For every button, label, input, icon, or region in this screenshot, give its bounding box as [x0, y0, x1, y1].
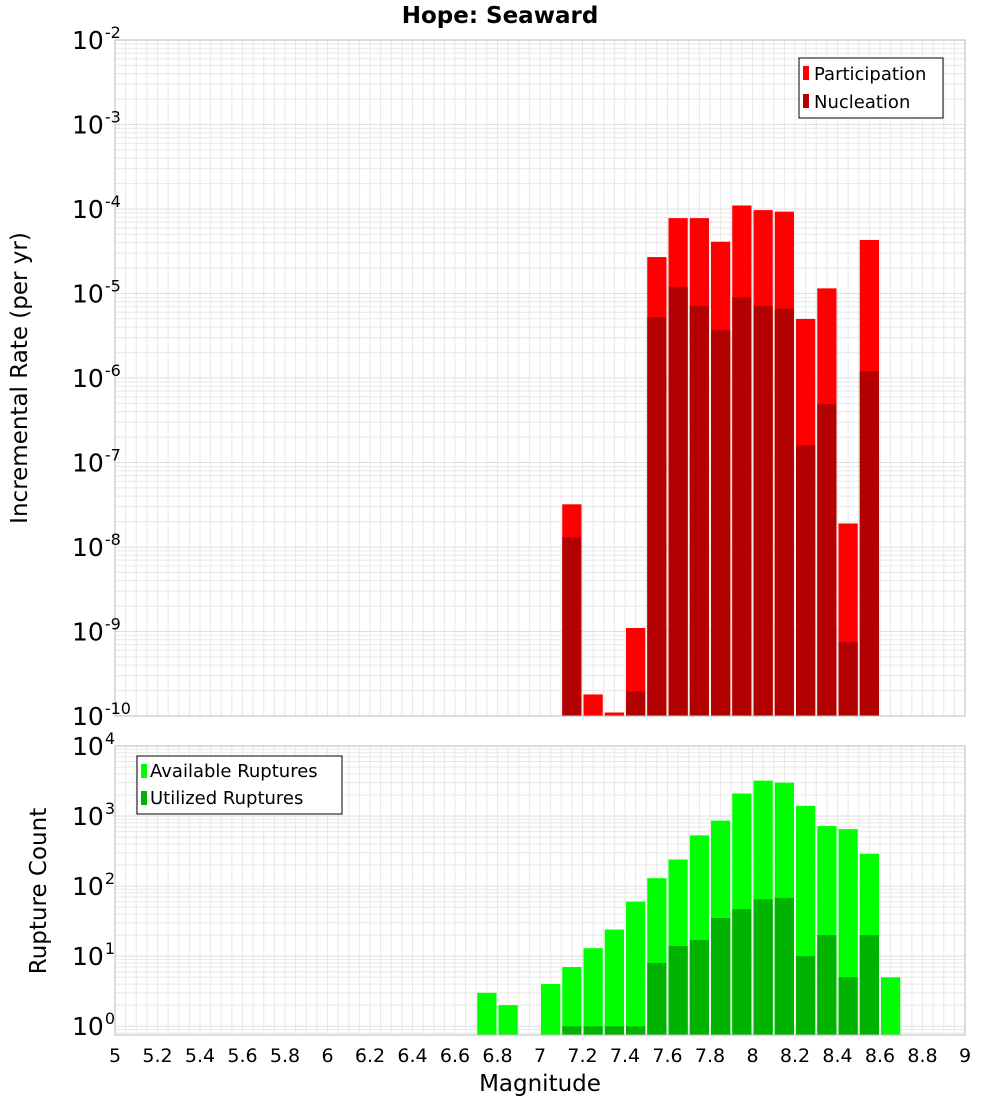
bar-nucleation	[647, 317, 667, 716]
x-tick-label: 8.4	[822, 1045, 852, 1067]
legend-label-utilized: Utilized Ruptures	[150, 788, 303, 809]
bar-nucleation	[753, 306, 773, 716]
bar-utilized-ruptures	[817, 935, 837, 1035]
y-tick-label: 10-10	[72, 699, 131, 731]
bottom-panel: 104 103 102 101 100 5 5.2 5.4 5.6 5.8 6 6.2 6.4 6.6 6…	[26, 729, 971, 1097]
legend-label-nucleation: Nucleation	[814, 92, 910, 113]
bar-utilized-ruptures	[838, 977, 858, 1035]
bar-available-ruptures	[583, 948, 603, 1035]
bar-utilized-ruptures	[647, 962, 667, 1035]
bar-nucleation	[817, 404, 837, 716]
bar-utilized-ruptures	[753, 899, 773, 1035]
bar-nucleation	[838, 642, 858, 716]
bar-nucleation	[732, 297, 752, 716]
x-axis-label: Magnitude	[479, 1071, 601, 1097]
legend-swatch-participation	[803, 66, 809, 80]
x-tick-label: 6.6	[440, 1045, 470, 1067]
x-tick-label: 7.6	[652, 1045, 682, 1067]
x-tick-label: 6.8	[482, 1045, 512, 1067]
chart-title: Hope: Seaward	[402, 3, 599, 29]
bar-available-ruptures	[498, 1005, 518, 1035]
y-tick-label: 10-2	[72, 23, 121, 55]
x-tick-label: 6	[321, 1045, 333, 1067]
x-tick-label: 6.4	[397, 1045, 427, 1067]
legend-swatch-nucleation	[803, 94, 809, 108]
y-tick-label: 10-6	[72, 361, 121, 393]
bar-available-ruptures	[541, 984, 561, 1035]
y-tick-label: 10-3	[72, 108, 121, 140]
bar-nucleation	[668, 286, 688, 716]
bottom-legend-box	[136, 755, 343, 815]
legend-swatch-available	[141, 764, 147, 778]
bottom-legend: Available Ruptures Utilized Ruptures	[136, 755, 343, 815]
x-tick-label: 7.4	[610, 1045, 640, 1067]
bottom-y-axis-label: Rupture Count	[26, 808, 52, 974]
bar-utilized-ruptures	[562, 1026, 582, 1035]
bar-nucleation	[859, 371, 879, 716]
bar-utilized-ruptures	[796, 956, 816, 1035]
x-tick-label: 5	[109, 1045, 121, 1067]
bar-available-ruptures	[477, 992, 497, 1035]
bar-utilized-ruptures	[626, 1026, 646, 1035]
x-tick-label: 9	[959, 1045, 971, 1067]
top-y-axis-label: Incremental Rate (per yr)	[7, 232, 33, 524]
bar-nucleation	[796, 445, 816, 716]
y-tick-label: 10-4	[72, 192, 121, 224]
y-tick-label: 104	[72, 729, 115, 761]
bar-nucleation	[711, 329, 731, 716]
legend-label-participation: Participation	[814, 64, 926, 85]
bar-utilized-ruptures	[732, 909, 752, 1035]
x-tick-label: 5.2	[142, 1045, 172, 1067]
x-tick-label: 8.6	[865, 1045, 895, 1067]
x-tick-label: 8.2	[780, 1045, 810, 1067]
y-tick-label: 101	[72, 939, 115, 971]
top-plot-frame	[114, 39, 966, 717]
bar-available-ruptures	[881, 977, 901, 1035]
x-tick-label: 8.8	[907, 1045, 937, 1067]
y-tick-label: 102	[72, 869, 115, 901]
y-tick-label: 10-8	[72, 530, 121, 562]
bar-utilized-ruptures	[859, 935, 879, 1035]
bottom-plot-frame	[114, 745, 966, 1036]
top-panel: 10-2 10-3 10-4 10-5 10-6 10-7 10-8 10-9 10-10 In…	[7, 23, 966, 731]
bar-participation	[583, 694, 603, 716]
x-tick-label: 5.4	[185, 1045, 215, 1067]
top-legend: Participation Nucleation	[798, 57, 944, 119]
x-tick-label: 8	[746, 1045, 758, 1067]
x-tick-label: 7.8	[695, 1045, 725, 1067]
x-tick-label: 7.2	[567, 1045, 597, 1067]
x-tick-label: 6.2	[355, 1045, 385, 1067]
bar-utilized-ruptures	[604, 1026, 624, 1035]
y-tick-label: 10-7	[72, 446, 121, 478]
bar-nucleation	[774, 308, 794, 716]
bar-utilized-ruptures	[774, 897, 794, 1035]
bar-nucleation	[689, 306, 709, 716]
bar-utilized-ruptures	[583, 1026, 603, 1035]
bar-participation	[604, 712, 624, 716]
x-tick-label: 7	[534, 1045, 546, 1067]
y-tick-label: 10-9	[72, 615, 121, 647]
legend-swatch-utilized	[141, 791, 147, 805]
y-tick-label: 100	[72, 1009, 115, 1041]
top-legend-box	[798, 57, 944, 119]
x-tick-label: 5.8	[270, 1045, 300, 1067]
y-tick-label: 10-5	[72, 277, 121, 309]
x-tick-label: 5.6	[227, 1045, 257, 1067]
bar-utilized-ruptures	[711, 918, 731, 1035]
bar-utilized-ruptures	[689, 940, 709, 1035]
bar-nucleation	[562, 537, 582, 716]
bar-available-ruptures	[626, 901, 646, 1035]
y-tick-label: 103	[72, 799, 115, 831]
legend-label-available: Available Ruptures	[150, 761, 318, 782]
bar-available-ruptures	[562, 967, 582, 1035]
bar-available-ruptures	[604, 929, 624, 1035]
bar-nucleation	[626, 691, 646, 716]
bar-utilized-ruptures	[668, 945, 688, 1035]
